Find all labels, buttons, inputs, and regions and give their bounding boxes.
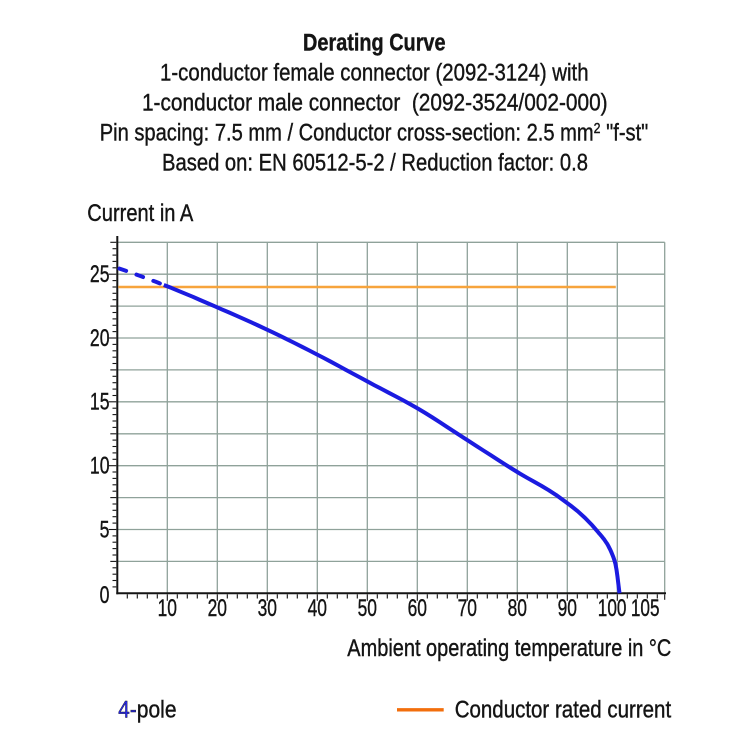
svg-text:10: 10 bbox=[90, 452, 110, 480]
svg-text:Current in A: Current in A bbox=[87, 199, 193, 226]
svg-text:30: 30 bbox=[258, 594, 277, 622]
svg-text:5: 5 bbox=[100, 515, 110, 543]
svg-text:Conductor rated current: Conductor rated current bbox=[455, 696, 672, 723]
svg-text:60: 60 bbox=[408, 594, 427, 622]
svg-text:25: 25 bbox=[90, 260, 110, 288]
svg-text:90: 90 bbox=[558, 594, 577, 622]
svg-text:40: 40 bbox=[308, 594, 327, 622]
svg-text:Pin spacing: 7.5 mm / Conducto: Pin spacing: 7.5 mm / Conductor cross-se… bbox=[100, 119, 649, 146]
svg-text:4-pole: 4-pole bbox=[118, 695, 176, 723]
svg-text:20: 20 bbox=[208, 594, 227, 622]
svg-text:100: 100 bbox=[598, 595, 627, 622]
svg-text:1-conductor female connector (: 1-conductor female connector (2092-3124)… bbox=[160, 59, 589, 86]
svg-text:Derating Curve: Derating Curve bbox=[303, 28, 445, 55]
svg-text:20: 20 bbox=[90, 324, 110, 352]
svg-text:Ambient operating temperature: Ambient operating temperature in °C bbox=[347, 634, 671, 661]
svg-text:0: 0 bbox=[100, 581, 110, 609]
svg-text:70: 70 bbox=[458, 594, 477, 622]
svg-text:1-conductor male connector (2: 1-conductor male connector (2092-3524/00… bbox=[142, 88, 608, 116]
svg-text:Based on: EN 60512-5-2 / Reduc: Based on: EN 60512-5-2 / Reduction facto… bbox=[162, 149, 588, 176]
svg-text:50: 50 bbox=[358, 594, 377, 622]
svg-text:80: 80 bbox=[508, 594, 527, 622]
svg-text:105: 105 bbox=[631, 595, 660, 622]
svg-text:10: 10 bbox=[158, 594, 177, 622]
svg-text:15: 15 bbox=[90, 388, 110, 416]
